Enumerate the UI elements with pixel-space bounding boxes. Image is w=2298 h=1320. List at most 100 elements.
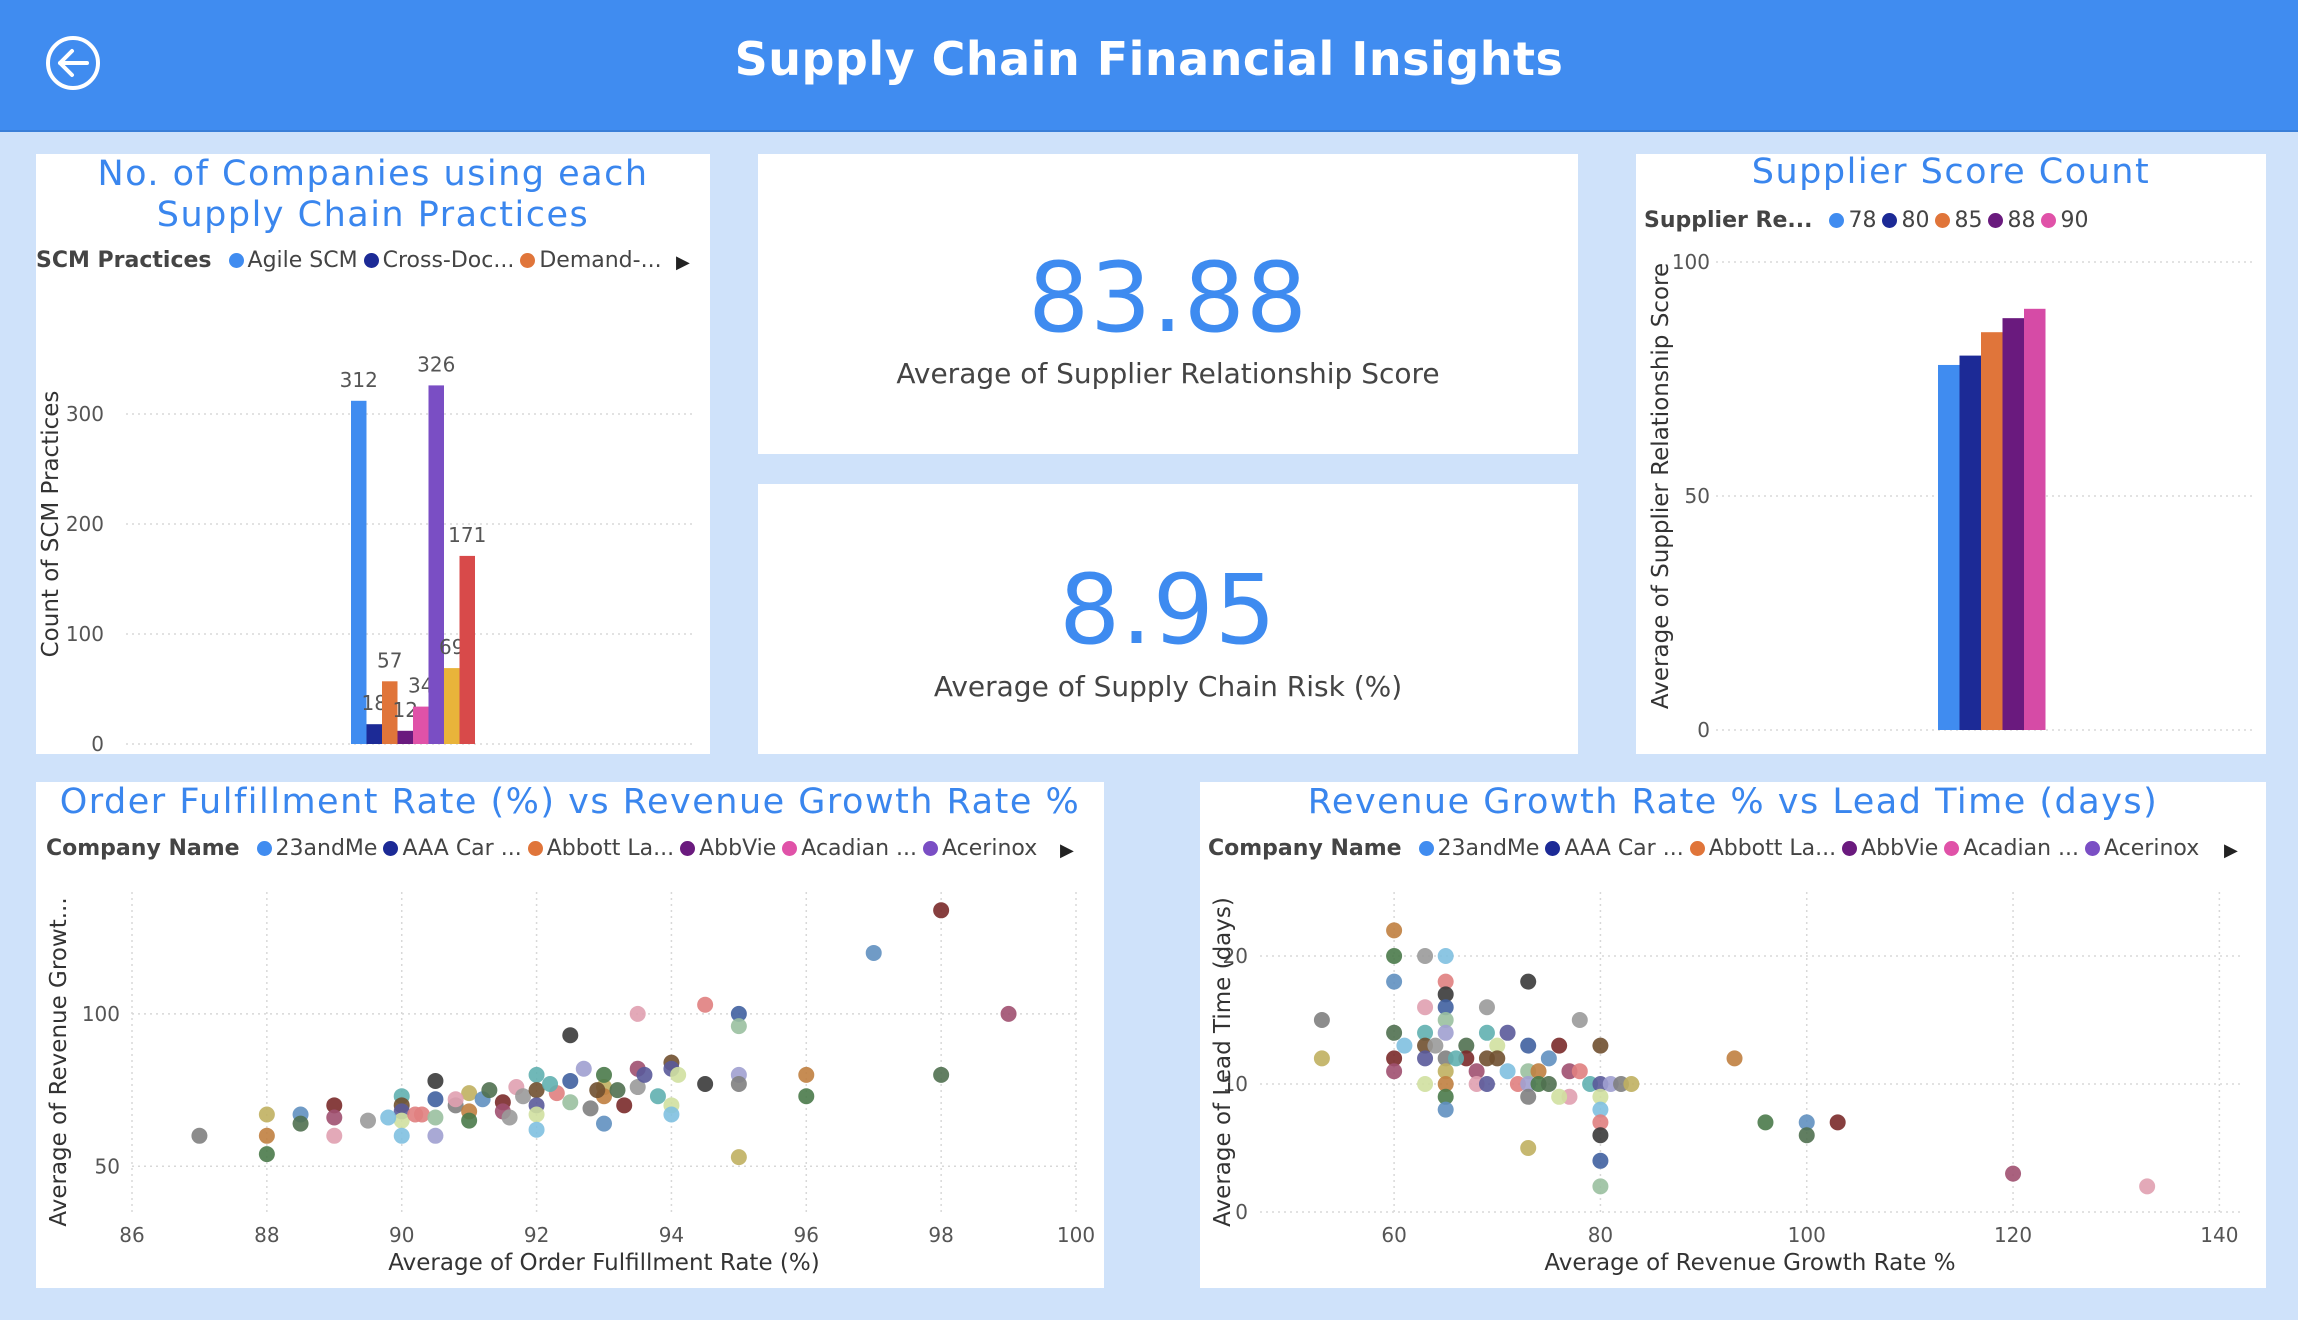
- bar[interactable]: [382, 681, 398, 744]
- scatter-point[interactable]: [582, 1100, 599, 1117]
- scm-legend-next-icon[interactable]: ▶: [676, 252, 690, 273]
- scatter-point[interactable]: [528, 1106, 545, 1123]
- scatter-point[interactable]: [1313, 1012, 1330, 1028]
- supplier-legend-item[interactable]: 78: [1829, 208, 1876, 233]
- scatter-point[interactable]: [1417, 948, 1434, 964]
- scatter-point[interactable]: [730, 1076, 747, 1092]
- scatter-point[interactable]: [616, 1097, 633, 1114]
- scatter-point[interactable]: [596, 1115, 612, 1132]
- scatter-point[interactable]: [663, 1106, 680, 1123]
- scatter1-legend-item[interactable]: AAA Car ...: [383, 836, 522, 861]
- scatter-point[interactable]: [1417, 1076, 1434, 1092]
- scatter-point[interactable]: [427, 1109, 444, 1126]
- scatter-point[interactable]: [528, 1066, 545, 1083]
- bar[interactable]: [397, 730, 414, 744]
- scatter-point[interactable]: [1478, 999, 1495, 1016]
- scatter-point[interactable]: [258, 1146, 275, 1163]
- scatter-point[interactable]: [1540, 1076, 1557, 1092]
- scatter-point[interactable]: [1499, 1063, 1516, 1080]
- scm-legend-item[interactable]: Cross-Doc...: [363, 248, 514, 273]
- scatter-point[interactable]: [1757, 1114, 1774, 1131]
- scatter-point[interactable]: [636, 1066, 653, 1083]
- scatter-point[interactable]: [589, 1082, 606, 1099]
- bar[interactable]: [366, 724, 383, 744]
- scatter-point[interactable]: [292, 1115, 309, 1132]
- scatter-point[interactable]: [1592, 1178, 1609, 1195]
- scatter-point[interactable]: [629, 1005, 646, 1022]
- supplier-legend-item[interactable]: 90: [2041, 208, 2088, 233]
- scatter-point[interactable]: [1798, 1114, 1815, 1131]
- scatter-point[interactable]: [427, 1072, 444, 1089]
- scatter-point[interactable]: [528, 1121, 545, 1138]
- scatter-point[interactable]: [1726, 1050, 1743, 1067]
- scatter-point[interactable]: [427, 1091, 444, 1108]
- supplier-legend-item[interactable]: 80: [1882, 208, 1929, 233]
- scatter-point[interactable]: [629, 1079, 646, 1096]
- scatter-point[interactable]: [380, 1109, 397, 1126]
- scatter1-legend-item[interactable]: Acerinox: [923, 836, 1037, 861]
- scatter-point[interactable]: [730, 1018, 747, 1035]
- scatter-point[interactable]: [393, 1127, 410, 1144]
- scatter-point[interactable]: [542, 1076, 559, 1092]
- scatter-point[interactable]: [326, 1109, 343, 1126]
- scatter-point[interactable]: [1499, 1024, 1516, 1041]
- scatter-point[interactable]: [1592, 1088, 1609, 1105]
- scatter-point[interactable]: [1437, 948, 1454, 964]
- scatter2-legend-item[interactable]: Abbott La...: [1689, 836, 1836, 861]
- scatter-point[interactable]: [1313, 1050, 1330, 1067]
- scatter-point[interactable]: [1520, 1140, 1537, 1156]
- scatter-point[interactable]: [1417, 999, 1434, 1016]
- scatter1-legend-item[interactable]: Abbott La...: [527, 836, 674, 861]
- scatter-point[interactable]: [1386, 1050, 1403, 1067]
- scatter-point[interactable]: [596, 1066, 612, 1083]
- scatter-point[interactable]: [1592, 1101, 1609, 1118]
- scatter-point[interactable]: [1798, 1127, 1815, 1144]
- scatter-point[interactable]: [1437, 1088, 1454, 1105]
- scatter-point[interactable]: [1530, 1063, 1547, 1080]
- scatter-point[interactable]: [1829, 1114, 1846, 1131]
- scatter-point[interactable]: [1489, 1037, 1506, 1054]
- scatter-point[interactable]: [1520, 1037, 1537, 1054]
- scatter-point[interactable]: [1427, 1037, 1444, 1054]
- scatter-point[interactable]: [562, 1094, 579, 1111]
- scatter-point[interactable]: [1437, 1012, 1454, 1028]
- scatter-point[interactable]: [1478, 1024, 1495, 1041]
- scatter-point[interactable]: [697, 1076, 714, 1092]
- bar[interactable]: [1981, 332, 2003, 730]
- scatter1-legend-item[interactable]: AbbVie: [680, 836, 776, 861]
- scatter-point[interactable]: [1448, 1050, 1464, 1067]
- scatter-point[interactable]: [1437, 986, 1454, 1003]
- scatter-point[interactable]: [1386, 1024, 1403, 1041]
- scatter-point[interactable]: [1468, 1063, 1485, 1080]
- scatter-point[interactable]: [933, 1066, 950, 1083]
- scatter-point[interactable]: [447, 1091, 464, 1108]
- scatter-point[interactable]: [562, 1027, 579, 1044]
- bar[interactable]: [459, 555, 476, 744]
- scatter-point[interactable]: [360, 1112, 376, 1129]
- scatter-point[interactable]: [326, 1097, 343, 1114]
- scatter-point[interactable]: [1478, 1076, 1495, 1092]
- scatter-point[interactable]: [1592, 1152, 1609, 1169]
- scatter-point[interactable]: [1571, 1063, 1588, 1080]
- bar[interactable]: [444, 668, 460, 744]
- scatter-point[interactable]: [1386, 973, 1403, 990]
- scatter-point[interactable]: [528, 1082, 545, 1099]
- scatter-point[interactable]: [1417, 1050, 1434, 1067]
- scatter2-legend-item[interactable]: Acerinox: [2085, 836, 2199, 861]
- scatter-point[interactable]: [1571, 1012, 1588, 1028]
- scatter-point[interactable]: [1551, 1037, 1568, 1054]
- scatter-point[interactable]: [191, 1127, 208, 1144]
- scatter-point[interactable]: [2139, 1178, 2156, 1195]
- scatter-point[interactable]: [1520, 973, 1537, 990]
- bar[interactable]: [1959, 355, 1982, 730]
- scatter-point[interactable]: [501, 1109, 518, 1126]
- scatter-point[interactable]: [1592, 1127, 1609, 1144]
- scatter-point[interactable]: [258, 1106, 275, 1123]
- scatter1-legend-item[interactable]: 23andMe: [256, 836, 377, 861]
- scatter-point[interactable]: [730, 1005, 747, 1022]
- scatter2-legend-item[interactable]: 23andMe: [1418, 836, 1539, 861]
- scatter-point[interactable]: [798, 1066, 815, 1083]
- scatter-point[interactable]: [798, 1088, 815, 1105]
- scatter-point[interactable]: [407, 1106, 424, 1123]
- scatter-point[interactable]: [1437, 1063, 1454, 1080]
